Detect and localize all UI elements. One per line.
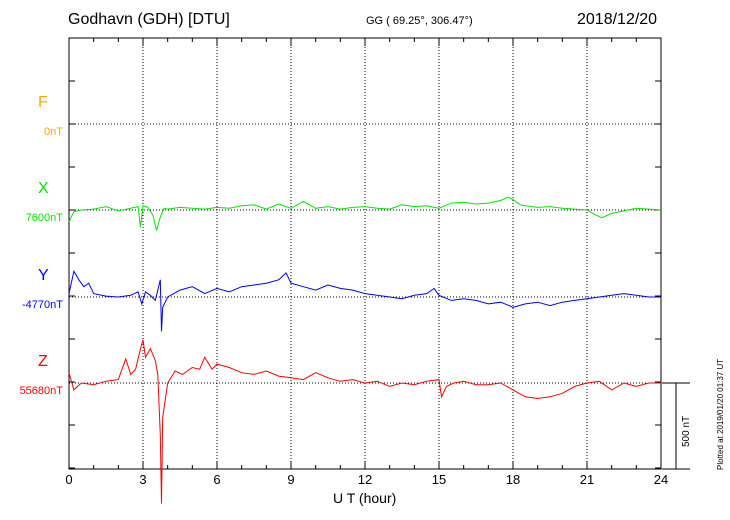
baseline-label-y: -4770nT — [22, 299, 63, 311]
component-label-y: Y — [38, 267, 49, 284]
component-label-x: X — [38, 180, 49, 197]
x-tick-label: 6 — [213, 472, 221, 487]
x-tick-label: 9 — [287, 472, 295, 487]
component-label-f: F — [38, 94, 48, 111]
plotted-timestamp: Plotted at 2019/01/20 01:37 UT — [716, 358, 725, 470]
plot-date: 2018/12/20 — [577, 11, 658, 28]
x-axis-label: U T (hour) — [333, 490, 397, 506]
x-tick-label: 24 — [653, 472, 669, 487]
trace-z — [68, 339, 661, 504]
x-tick-label: 18 — [505, 472, 521, 487]
x-tick-label: 15 — [431, 472, 447, 487]
trace-x — [68, 196, 662, 231]
baseline-label-z: 55680nT — [19, 385, 63, 397]
x-tick-label: 21 — [579, 472, 595, 487]
station-title: Godhavn (GDH) [DTU] — [68, 11, 230, 28]
x-tick-label: 0 — [65, 472, 73, 487]
component-label-z: Z — [38, 353, 48, 370]
baseline-label-x: 7600nT — [25, 212, 63, 224]
traces — [68, 196, 662, 504]
axis-ticks — [68, 37, 662, 469]
grid — [69, 38, 661, 469]
x-tick-label: 12 — [357, 472, 373, 487]
baseline-label-f: 0nT — [44, 126, 63, 138]
trace-y — [68, 269, 661, 332]
scale-bar-label: 500 nT — [681, 415, 692, 447]
station-coordinates: GG ( 69.25°, 306.47°) — [366, 15, 473, 27]
scale-bar — [662, 382, 690, 470]
x-tick-label: 3 — [139, 472, 147, 487]
